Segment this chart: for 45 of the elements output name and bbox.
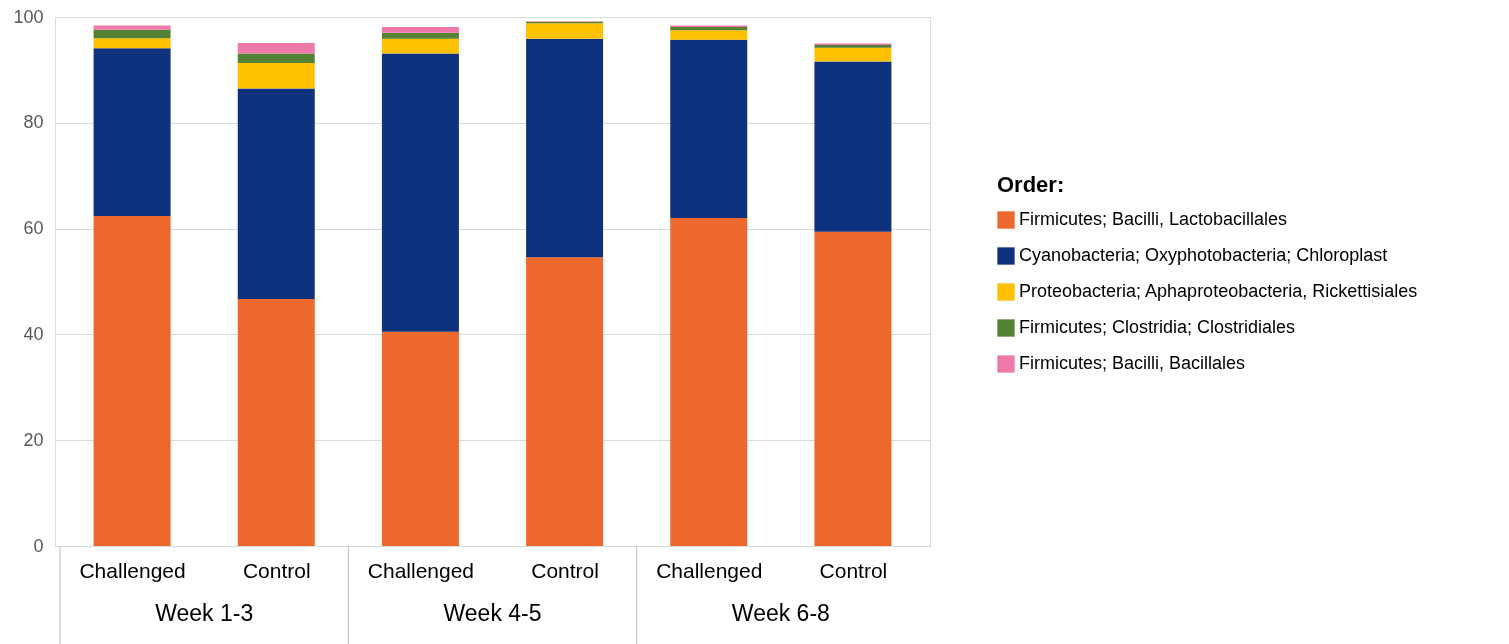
legend-label: Firmicutes; Bacilli, Bacillales bbox=[1019, 353, 1246, 373]
bar bbox=[237, 298, 315, 546]
legend-label: Firmicutes; Bacilli, Lactobacillales bbox=[1019, 209, 1288, 229]
y-tick-label: 100 bbox=[13, 6, 44, 27]
bar bbox=[526, 23, 604, 39]
y-tick-label: 20 bbox=[23, 429, 44, 450]
x-tick-label: Control bbox=[531, 558, 599, 582]
bar bbox=[93, 48, 171, 216]
bar bbox=[526, 257, 604, 546]
bar bbox=[237, 42, 315, 54]
bar bbox=[381, 27, 459, 33]
x-tick-label: Challenged bbox=[79, 558, 186, 582]
legend-label: Proteobacteria; Aphaproteobacteria, Rickettisiales bbox=[1019, 281, 1418, 301]
bar bbox=[670, 218, 748, 546]
bar bbox=[93, 38, 171, 49]
bar bbox=[670, 30, 748, 40]
text: Week 1-3 bbox=[155, 600, 254, 626]
bar bbox=[381, 53, 459, 332]
bar bbox=[381, 38, 459, 54]
legend-label: Firmicutes; Clostridia; Clostridiales bbox=[1019, 317, 1296, 337]
y-tick-label: 60 bbox=[23, 218, 44, 239]
bar bbox=[381, 331, 459, 546]
x-tick-label: Control bbox=[242, 558, 311, 582]
bar bbox=[93, 215, 171, 546]
text: Week 4-5 bbox=[443, 600, 542, 626]
bar bbox=[814, 61, 892, 232]
bar bbox=[814, 231, 892, 546]
bar bbox=[93, 29, 171, 39]
legend-label: Cyanobacteria; Oxyphotobacteria; Chloroplast bbox=[1019, 245, 1388, 265]
bar bbox=[814, 47, 892, 62]
y-tick-label: 80 bbox=[23, 112, 44, 133]
bar bbox=[381, 32, 459, 39]
bar bbox=[237, 53, 315, 64]
bar bbox=[237, 63, 315, 89]
x-tick-label: Challenged bbox=[367, 558, 475, 582]
bar bbox=[670, 39, 748, 219]
bar bbox=[526, 38, 604, 258]
bar bbox=[93, 25, 171, 30]
x-tick-label: Challenged bbox=[656, 558, 763, 582]
bar bbox=[237, 88, 315, 299]
x-tick-label: Control bbox=[819, 558, 888, 582]
text: Week 6-8 bbox=[731, 600, 830, 626]
legend-title: Order: bbox=[997, 172, 1065, 197]
y-tick-label: 40 bbox=[23, 323, 44, 344]
y-tick-label: 0 bbox=[33, 535, 44, 556]
